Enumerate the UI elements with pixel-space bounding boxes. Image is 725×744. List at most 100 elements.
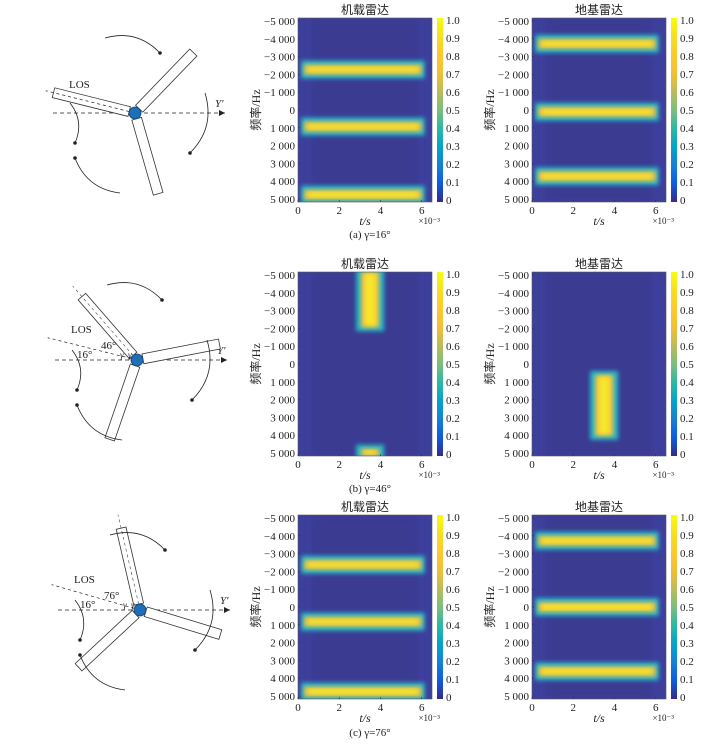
x-tick-label: 4 (378, 702, 384, 714)
y-axis-label: 频率/Hz (482, 586, 497, 627)
rotation-arrow-icon (190, 339, 211, 402)
y-tick-label: 0 (524, 359, 530, 371)
gamma-label: γ (120, 350, 124, 360)
y-tick-label: −2 000 (264, 566, 295, 578)
x-tick-label: 2 (336, 459, 342, 471)
colorbar-tick-label: 0.6 (446, 584, 460, 596)
rotor-blade (51, 87, 131, 117)
colorbar-tick-label: 0.5 (446, 359, 460, 371)
x-tick-label: 0 (529, 459, 535, 471)
colorbar-tick-label: 0.9 (680, 287, 694, 299)
y-tick-label: −5 000 (498, 513, 529, 525)
rotation-arrow-icon (109, 532, 167, 552)
plot-area (532, 272, 666, 456)
chart-title: 机载雷达 (341, 257, 389, 271)
arrowhead-icon (224, 607, 230, 613)
y-tick-label: −1 000 (264, 341, 295, 353)
y-tick-label: −5 000 (498, 16, 529, 28)
los-label: LOS (74, 574, 95, 586)
colorbar (437, 272, 443, 456)
rotor-blade (115, 526, 145, 606)
y-tick-label: −2 000 (498, 323, 529, 335)
y-tick-label: −4 000 (498, 288, 529, 300)
rotor-hub (128, 106, 142, 120)
y-tick-label: −3 000 (498, 306, 529, 318)
x-tick-label: 6 (419, 702, 425, 714)
y-tick-label: 2 000 (270, 638, 295, 650)
x-tick-label: 0 (295, 459, 301, 471)
heatmap-band (301, 185, 425, 202)
y-axis-label: 频率/Hz (248, 343, 263, 384)
y-tick-label: −3 000 (264, 549, 295, 561)
chart-title: 地基雷达 (575, 500, 623, 514)
y-tick-label: 3 000 (504, 655, 529, 667)
chart-title: 地基雷达 (575, 257, 623, 271)
heatmap-band (301, 612, 425, 631)
y-tick-label: 2 000 (270, 141, 295, 153)
x-axis-label: t/s (359, 468, 371, 482)
y-tick-label: −4 000 (498, 531, 529, 543)
y-tick-label: 3 000 (270, 655, 295, 667)
arrowhead-icon (221, 357, 227, 363)
colorbar-tick-label: 0 (680, 692, 686, 704)
colorbar-tick-label: 0.6 (446, 341, 460, 353)
gamma-label: γ (131, 600, 135, 610)
heatmap-band (301, 117, 425, 136)
colorbar-tick-label: 0.2 (446, 413, 460, 425)
y-tick-label: −5 000 (264, 513, 295, 525)
colorbar-tick-label: 0.2 (446, 656, 460, 668)
x-tick-label: 0 (529, 702, 535, 714)
colorbar-tick-label: 1.0 (680, 512, 694, 524)
colorbar-tick-label: 0.7 (446, 566, 460, 578)
y-axis-label: 频率/Hz (248, 586, 263, 627)
x-tick-label: 6 (653, 459, 659, 471)
colorbar-tick-label: 0.8 (680, 305, 694, 317)
y-axis-label: 频率/Hz (248, 89, 263, 130)
y-tick-label: 4 000 (504, 176, 529, 188)
heatmap-panel: 机载雷达 −5 000 −4 000 −3 000 −2 000 −1 000 0 1 000… (248, 500, 460, 725)
y-tick-label: 2 000 (504, 638, 529, 650)
x-axis-label: t/s (593, 468, 605, 482)
y-tick-label: 1 000 (504, 123, 529, 135)
rotor-blade (131, 116, 164, 196)
colorbar-tick-label: 0.1 (446, 431, 460, 443)
heatmap-band (356, 444, 385, 456)
y-tick-label: 0 (524, 602, 530, 614)
colorbar-tick-label: 0.5 (680, 602, 694, 614)
rotor-diagram: Y′ LOS 76° 16° γ γ (51, 514, 230, 691)
colorbar-tick-label: 0.7 (446, 323, 460, 335)
chart-title: 机载雷达 (341, 500, 389, 514)
y-axis-label: 频率/Hz (482, 343, 497, 384)
x-tick-label: 2 (570, 702, 576, 714)
x-axis-multiplier: ×10⁻³ (652, 216, 674, 226)
colorbar-tick-label: 1.0 (680, 269, 694, 281)
heatmap-band (535, 102, 659, 121)
y-tick-label: −4 000 (264, 34, 295, 46)
x-tick-label: 4 (612, 205, 618, 217)
colorbar-tick-label: 0.9 (446, 33, 460, 45)
colorbar-tick-label: 0.1 (446, 674, 460, 686)
colorbar-tick-label: 0.7 (446, 69, 460, 81)
rotation-arrow-icon (75, 403, 123, 441)
y-tick-label: 0 (290, 602, 296, 614)
chart-title: 地基雷达 (575, 3, 623, 17)
plot-area (298, 272, 432, 456)
heatmap-band (301, 555, 425, 574)
rotor-hub (130, 353, 144, 367)
colorbar-tick-label: 0.1 (446, 177, 460, 189)
gamma-label: γ (123, 600, 127, 610)
los-label: LOS (71, 324, 92, 336)
heatmap-band (535, 167, 659, 186)
caption-b: (b) γ=46° (348, 483, 392, 495)
y-tick-label: −4 000 (264, 531, 295, 543)
plot-area (532, 18, 666, 202)
colorbar-tick-label: 0.9 (446, 287, 460, 299)
y-tick-label: −2 000 (498, 566, 529, 578)
rotor-blade (135, 48, 198, 113)
los-label: LOS (69, 79, 90, 91)
colorbar-tick-label: 0.7 (680, 566, 694, 578)
x-axis-label: t/s (593, 214, 605, 228)
y-tick-label: 4 000 (504, 673, 529, 685)
y-tick-label: 1 000 (504, 377, 529, 389)
